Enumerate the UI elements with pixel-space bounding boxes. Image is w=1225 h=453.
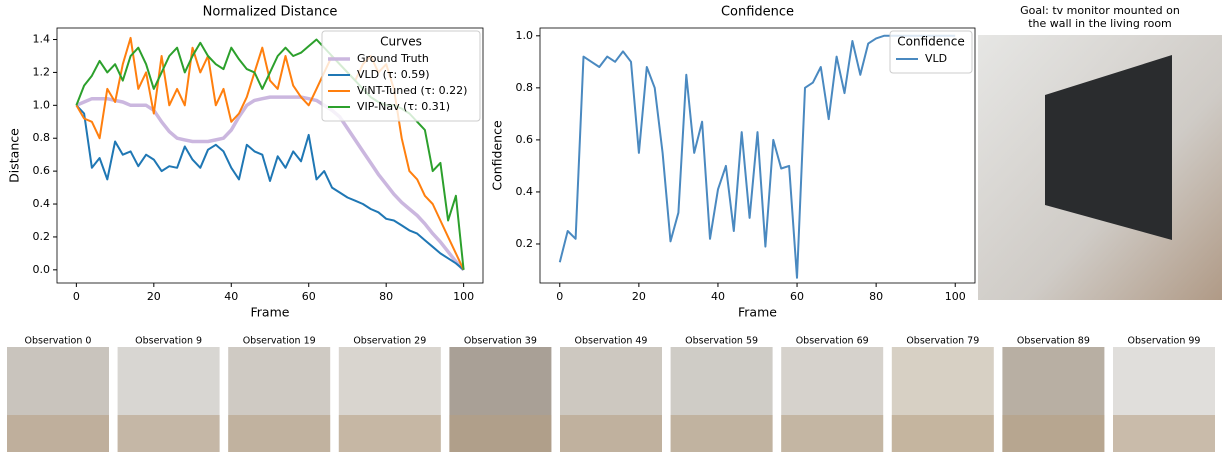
observation-label: Observation 69 — [796, 336, 869, 347]
legend-title: Confidence — [897, 35, 964, 49]
x-tick-label: 0 — [556, 290, 563, 303]
observation-label: Observation 29 — [353, 336, 426, 347]
x-axis-label: Frame — [738, 305, 777, 320]
y-axis-label: Distance — [7, 128, 22, 183]
goal-caption: Goal: tv monitor mounted on — [1020, 4, 1180, 17]
x-tick-label: 80 — [869, 290, 883, 303]
legend-box — [889, 30, 973, 74]
observation-floor — [1113, 415, 1215, 452]
plot-frame — [56, 27, 484, 284]
observation-floor — [560, 415, 662, 452]
y-tick-label: 0.8 — [33, 131, 51, 144]
observation-label: Observation 39 — [464, 336, 537, 347]
x-tick-label: 100 — [453, 290, 474, 303]
y-tick-label: 1.4 — [33, 33, 51, 46]
chart-title: Confidence — [721, 5, 794, 20]
observation-label: Observation 0 — [25, 336, 92, 347]
y-tick-label: 1.0 — [516, 29, 534, 42]
observation-label: Observation 79 — [906, 336, 979, 347]
goal-image-tv — [1045, 55, 1172, 240]
observation-label: Observation 49 — [575, 336, 648, 347]
chart-title: Normalized Distance — [203, 5, 338, 20]
plot-frame — [539, 27, 976, 284]
x-axis-label: Frame — [251, 305, 290, 320]
y-tick-label: 1.2 — [33, 65, 51, 78]
observation-floor — [1002, 415, 1105, 452]
observation-label: Observation 9 — [135, 336, 202, 347]
legend-label: VLD — [925, 52, 947, 65]
y-tick-label: 0.8 — [516, 81, 534, 94]
observation-label: Observation 19 — [243, 336, 316, 347]
y-tick-label: 0.2 — [33, 230, 51, 243]
observation-floor — [338, 415, 441, 452]
x-tick-label: 60 — [302, 290, 316, 303]
series-line — [75, 36, 465, 271]
y-axis-label: Confidence — [490, 120, 505, 191]
observation-floor — [449, 415, 552, 452]
goal-caption: the wall in the living room — [1028, 17, 1172, 30]
legend-label: VIP-Nav (τ: 0.31) — [357, 100, 450, 113]
observation-label: Observation 89 — [1017, 336, 1090, 347]
x-tick-label: 60 — [790, 290, 804, 303]
legend-label: ViNT-Tuned (τ: 0.22) — [357, 84, 467, 97]
x-tick-label: 0 — [73, 290, 80, 303]
legend-label: Ground Truth — [357, 52, 429, 65]
series-line — [75, 104, 465, 271]
x-tick-label: 40 — [711, 290, 725, 303]
legend-box — [321, 30, 481, 122]
legend-title: Curves — [380, 35, 422, 49]
y-tick-label: 0.6 — [33, 164, 51, 177]
y-tick-label: 0.6 — [516, 133, 534, 146]
series-line — [75, 95, 465, 271]
y-tick-label: 0.0 — [33, 263, 51, 276]
observation-floor — [228, 415, 331, 452]
x-tick-label: 100 — [945, 290, 966, 303]
x-tick-label: 20 — [632, 290, 646, 303]
observation-floor — [670, 415, 773, 452]
observation-floor — [781, 415, 884, 452]
observation-floor — [891, 415, 994, 452]
observation-label: Observation 59 — [685, 336, 758, 347]
y-tick-label: 0.4 — [33, 197, 51, 210]
observation-floor — [7, 415, 109, 452]
observation-label: Observation 99 — [1128, 336, 1201, 347]
x-tick-label: 40 — [224, 290, 238, 303]
y-tick-label: 0.4 — [516, 185, 534, 198]
series-line — [558, 34, 956, 279]
y-tick-label: 1.0 — [33, 98, 51, 111]
x-tick-label: 20 — [147, 290, 161, 303]
x-tick-label: 80 — [379, 290, 393, 303]
legend-label: VLD (τ: 0.59) — [357, 68, 430, 81]
y-tick-label: 0.2 — [516, 237, 534, 250]
observation-floor — [117, 415, 220, 452]
